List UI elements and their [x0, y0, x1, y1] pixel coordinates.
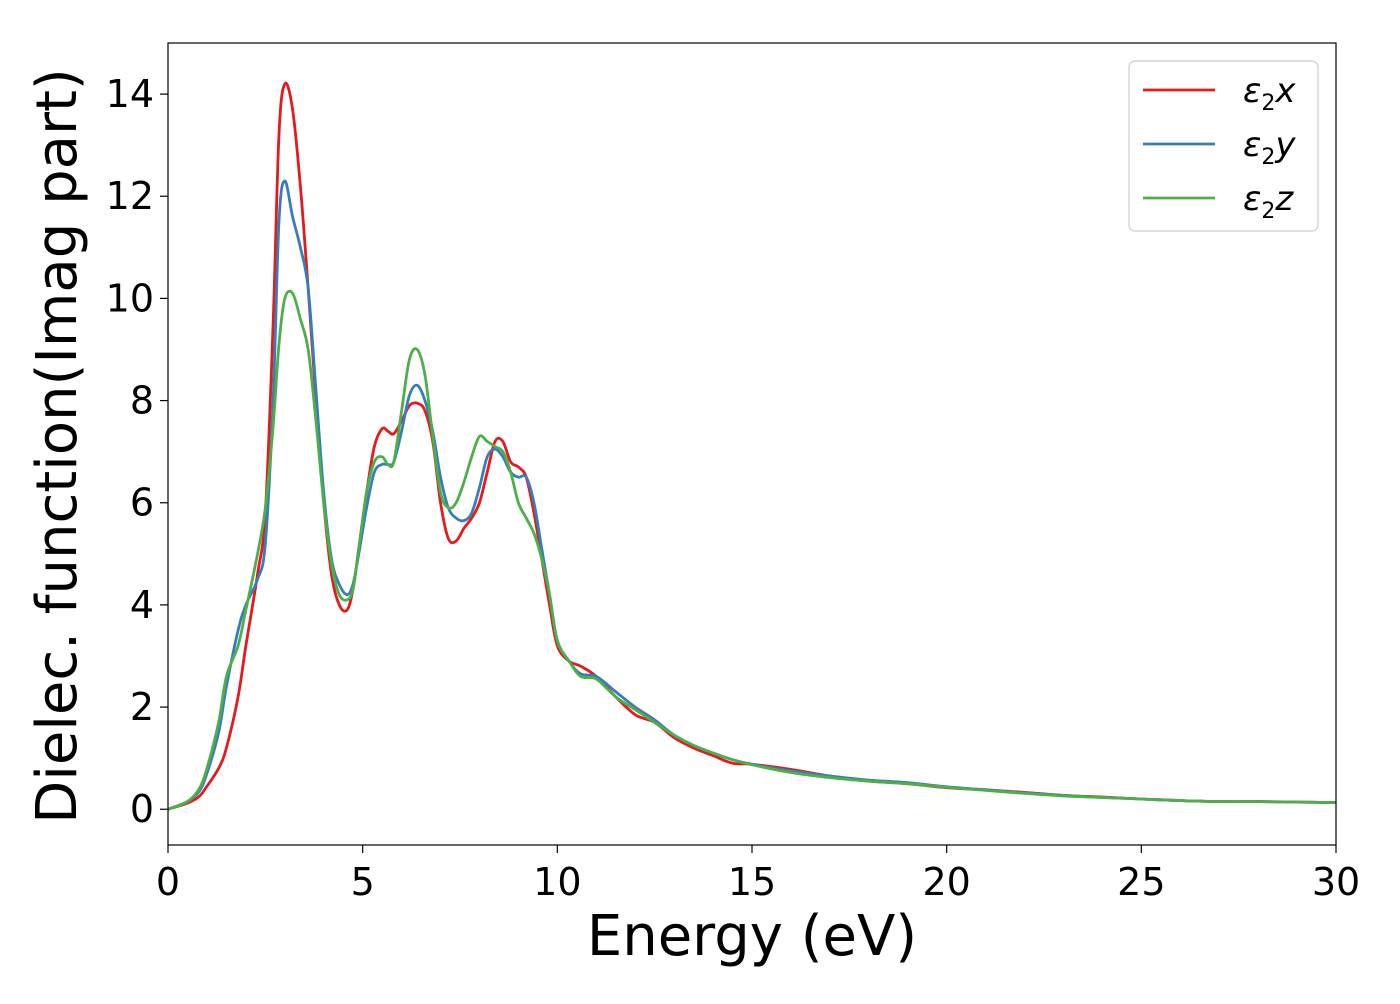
legend-box [1128, 60, 1319, 232]
legend-label-y: ε2y [1243, 125, 1296, 170]
x-axis-label: Energy (eV) [587, 904, 917, 969]
plot-area [167, 42, 1337, 846]
x-tick-label: 30 [1312, 860, 1360, 904]
x-tick-label: 5 [351, 860, 375, 904]
x-tick-label: 0 [156, 860, 180, 904]
y-tick-label: 14 [106, 72, 154, 116]
y-tick-label: 4 [130, 583, 154, 627]
y-tick-label: 12 [106, 174, 154, 218]
y-tick-label: 10 [106, 276, 154, 320]
x-tick-label: 25 [1117, 860, 1165, 904]
y-tick-label: 0 [130, 787, 154, 831]
y-tick-label: 8 [130, 379, 154, 423]
x-axis: 0 5 10 15 20 25 30 [156, 845, 1360, 904]
x-tick-label: 15 [728, 860, 776, 904]
x-tick-label: 10 [533, 860, 581, 904]
legend-label-z: ε2z [1243, 179, 1294, 224]
series-layer [168, 81, 1336, 811]
y-axis: 0 2 4 6 8 10 12 14 [106, 72, 168, 831]
legend: ε2x ε2y ε2z [1128, 60, 1319, 232]
y-tick-label: 6 [130, 481, 154, 525]
y-tick-label: 2 [130, 685, 154, 729]
series-line-z [168, 289, 1336, 811]
y-axis-label: Dielec. function(Imag part) [25, 68, 90, 824]
legend-label-x: ε2x [1243, 71, 1296, 116]
x-tick-label: 20 [922, 860, 970, 904]
